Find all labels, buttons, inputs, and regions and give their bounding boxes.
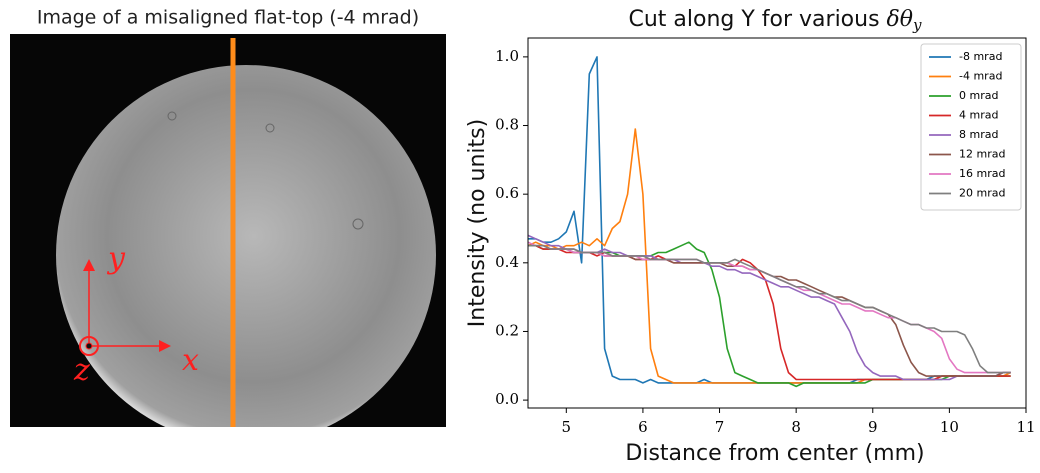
- legend-label: 0 mrad: [959, 89, 998, 102]
- legend-label: -4 mrad: [959, 70, 1002, 83]
- legend-label: 8 mrad: [959, 128, 998, 141]
- y-tick-label: 0.6: [495, 184, 519, 202]
- plot-frame: [527, 37, 1027, 409]
- x-tick-label: 9: [868, 418, 878, 436]
- axis-letter: x: [182, 343, 199, 378]
- x-tick-label: 5: [562, 418, 572, 436]
- series-line: [527, 241, 1011, 374]
- x-tick-label: 10: [940, 418, 959, 436]
- chart-title: Cut along Y for various δθy: [628, 7, 922, 34]
- y-tick-label: 0.2: [495, 321, 519, 339]
- title-text: Cut along Y for various: [628, 7, 879, 32]
- axis-letter: y: [106, 241, 126, 276]
- y-tick-label: 0.8: [495, 116, 519, 134]
- x-tick-label: 7: [715, 418, 725, 436]
- x-tick-label: 6: [638, 418, 648, 436]
- series-line: [528, 244, 1011, 374]
- axis-letter: z: [73, 353, 90, 388]
- axes-glyph: y x z: [73, 241, 199, 388]
- title-symbol: δθ: [887, 7, 914, 32]
- series-line: [527, 234, 1011, 381]
- legend-label: 4 mrad: [959, 109, 998, 122]
- y-axis-label: Intensity (no units): [465, 119, 490, 327]
- x-tick-label: 8: [791, 418, 801, 436]
- legend-box: [920, 43, 1022, 211]
- x-axis-label: Distance from center (mm): [625, 441, 924, 466]
- series-line: [528, 244, 1011, 381]
- x-tick-label: 11: [1016, 418, 1035, 436]
- plot: 5 6 7 8 9 10 11 0.0 0.2 0.4 0.6 0.8 1.0 -8 mrad -4 mra…: [495, 37, 1036, 436]
- legend-label: 16 mrad: [959, 167, 1005, 180]
- series-line: [528, 241, 1011, 388]
- legend: -8 mrad -4 mrad 0 mrad 4 mrad 8 mrad 12 mrad 1…: [920, 43, 1022, 211]
- image: [10, 34, 446, 427]
- title-subscript: y: [912, 16, 922, 34]
- legend-label: 20 mrad: [959, 187, 1005, 200]
- image-title: Image of a misaligned flat-top (-4 mrad): [37, 7, 419, 29]
- y-tick-label: 0.0: [495, 390, 519, 408]
- legend-label: -8 mrad: [959, 50, 1002, 63]
- series-line: [528, 244, 1011, 377]
- y-tick-label: 1.0: [495, 47, 519, 65]
- legend-label: 12 mrad: [959, 148, 1005, 161]
- y-tick-label: 0.4: [495, 253, 519, 271]
